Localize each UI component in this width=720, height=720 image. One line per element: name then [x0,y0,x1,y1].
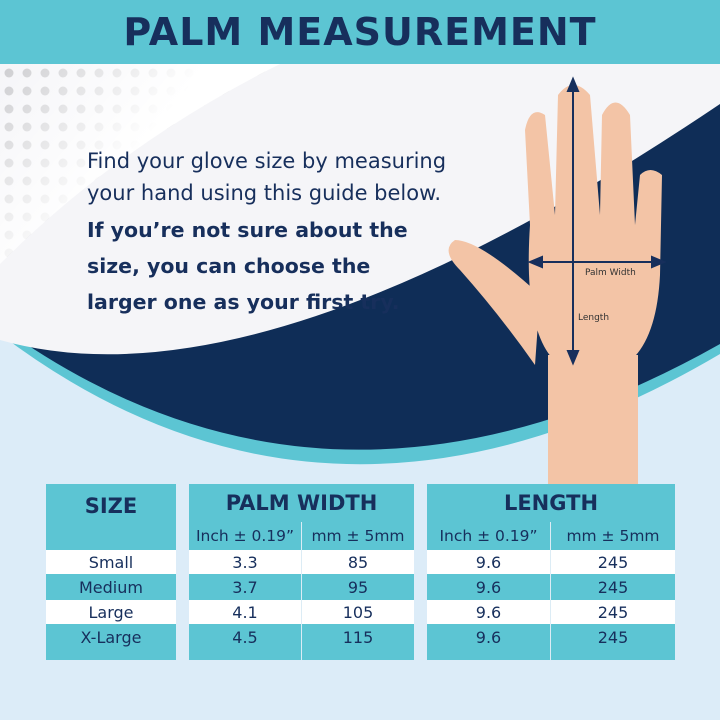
palm-mm-cell: 85 [302,550,414,574]
length-inch-cell: 9.6 [475,627,502,647]
size-header: SIZE [84,494,138,518]
size-cell: Medium [79,577,143,597]
length-mm-cell: 245 [551,600,675,624]
intro-bold-line: size, you can choose the [87,254,371,278]
palm-width-label: Palm Width [585,268,636,278]
divider [301,522,302,660]
length-inch-cell: 9.6 [427,600,550,624]
intro-text: Find your glove size by measuring your h… [87,145,507,320]
intro-line: your hand using this guide below. [87,181,442,205]
header-band: PALM MEASUREMENT [0,0,720,64]
palm-inch-subheader: Inch ± 0.19” [195,527,295,545]
palm-width-header: PALM WIDTH [225,491,378,515]
length-inch-cell: 9.6 [427,550,550,574]
length-mm-cell: 245 [597,627,629,647]
length-mm-subheader: mm ± 5mm [566,527,660,545]
palm-inch-cell: 4.1 [189,600,301,624]
size-cell: Small [46,550,176,574]
hand-illustration: Palm Width Length [448,76,667,485]
intro-bold-line: If you’re not sure about the [87,218,408,242]
palm-mm-cell: 105 [302,600,414,624]
intro-line: Find your glove size by measuring [87,149,447,173]
divider [550,522,551,660]
palm-inch-cell: 3.3 [189,550,301,574]
length-inch-subheader: Inch ± 0.19” [439,527,538,545]
palm-mm-cell: 95 [347,577,369,597]
palm-width-section: PALM WIDTH Inch ± 0.19” mm ± 5mm 3.3 85 3.… [189,484,414,660]
length-inch-cell: 9.6 [475,577,502,597]
length-mm-cell: 245 [597,577,629,597]
length-label: Length [578,313,609,323]
length-section: LENGTH Inch ± 0.19” mm ± 5mm 9.6 245 9.6 24… [427,484,675,660]
palm-mm-cell: 115 [342,627,374,647]
palm-mm-subheader: mm ± 5mm [311,527,405,545]
palm-inch-cell: 4.5 [232,627,258,647]
page-title: PALM MEASUREMENT [123,10,597,54]
length-mm-cell: 245 [551,550,675,574]
size-column: SIZE Small Medium Large X-Large [46,484,176,660]
intro-bold-line: larger one as your first try. [87,290,400,314]
intro-bold: If you’re not sure about the size, you c… [87,212,507,320]
length-header: LENGTH [503,491,599,515]
palm-inch-cell: 3.7 [232,577,258,597]
size-cell: Large [46,600,176,624]
size-cell: X-Large [80,627,142,647]
